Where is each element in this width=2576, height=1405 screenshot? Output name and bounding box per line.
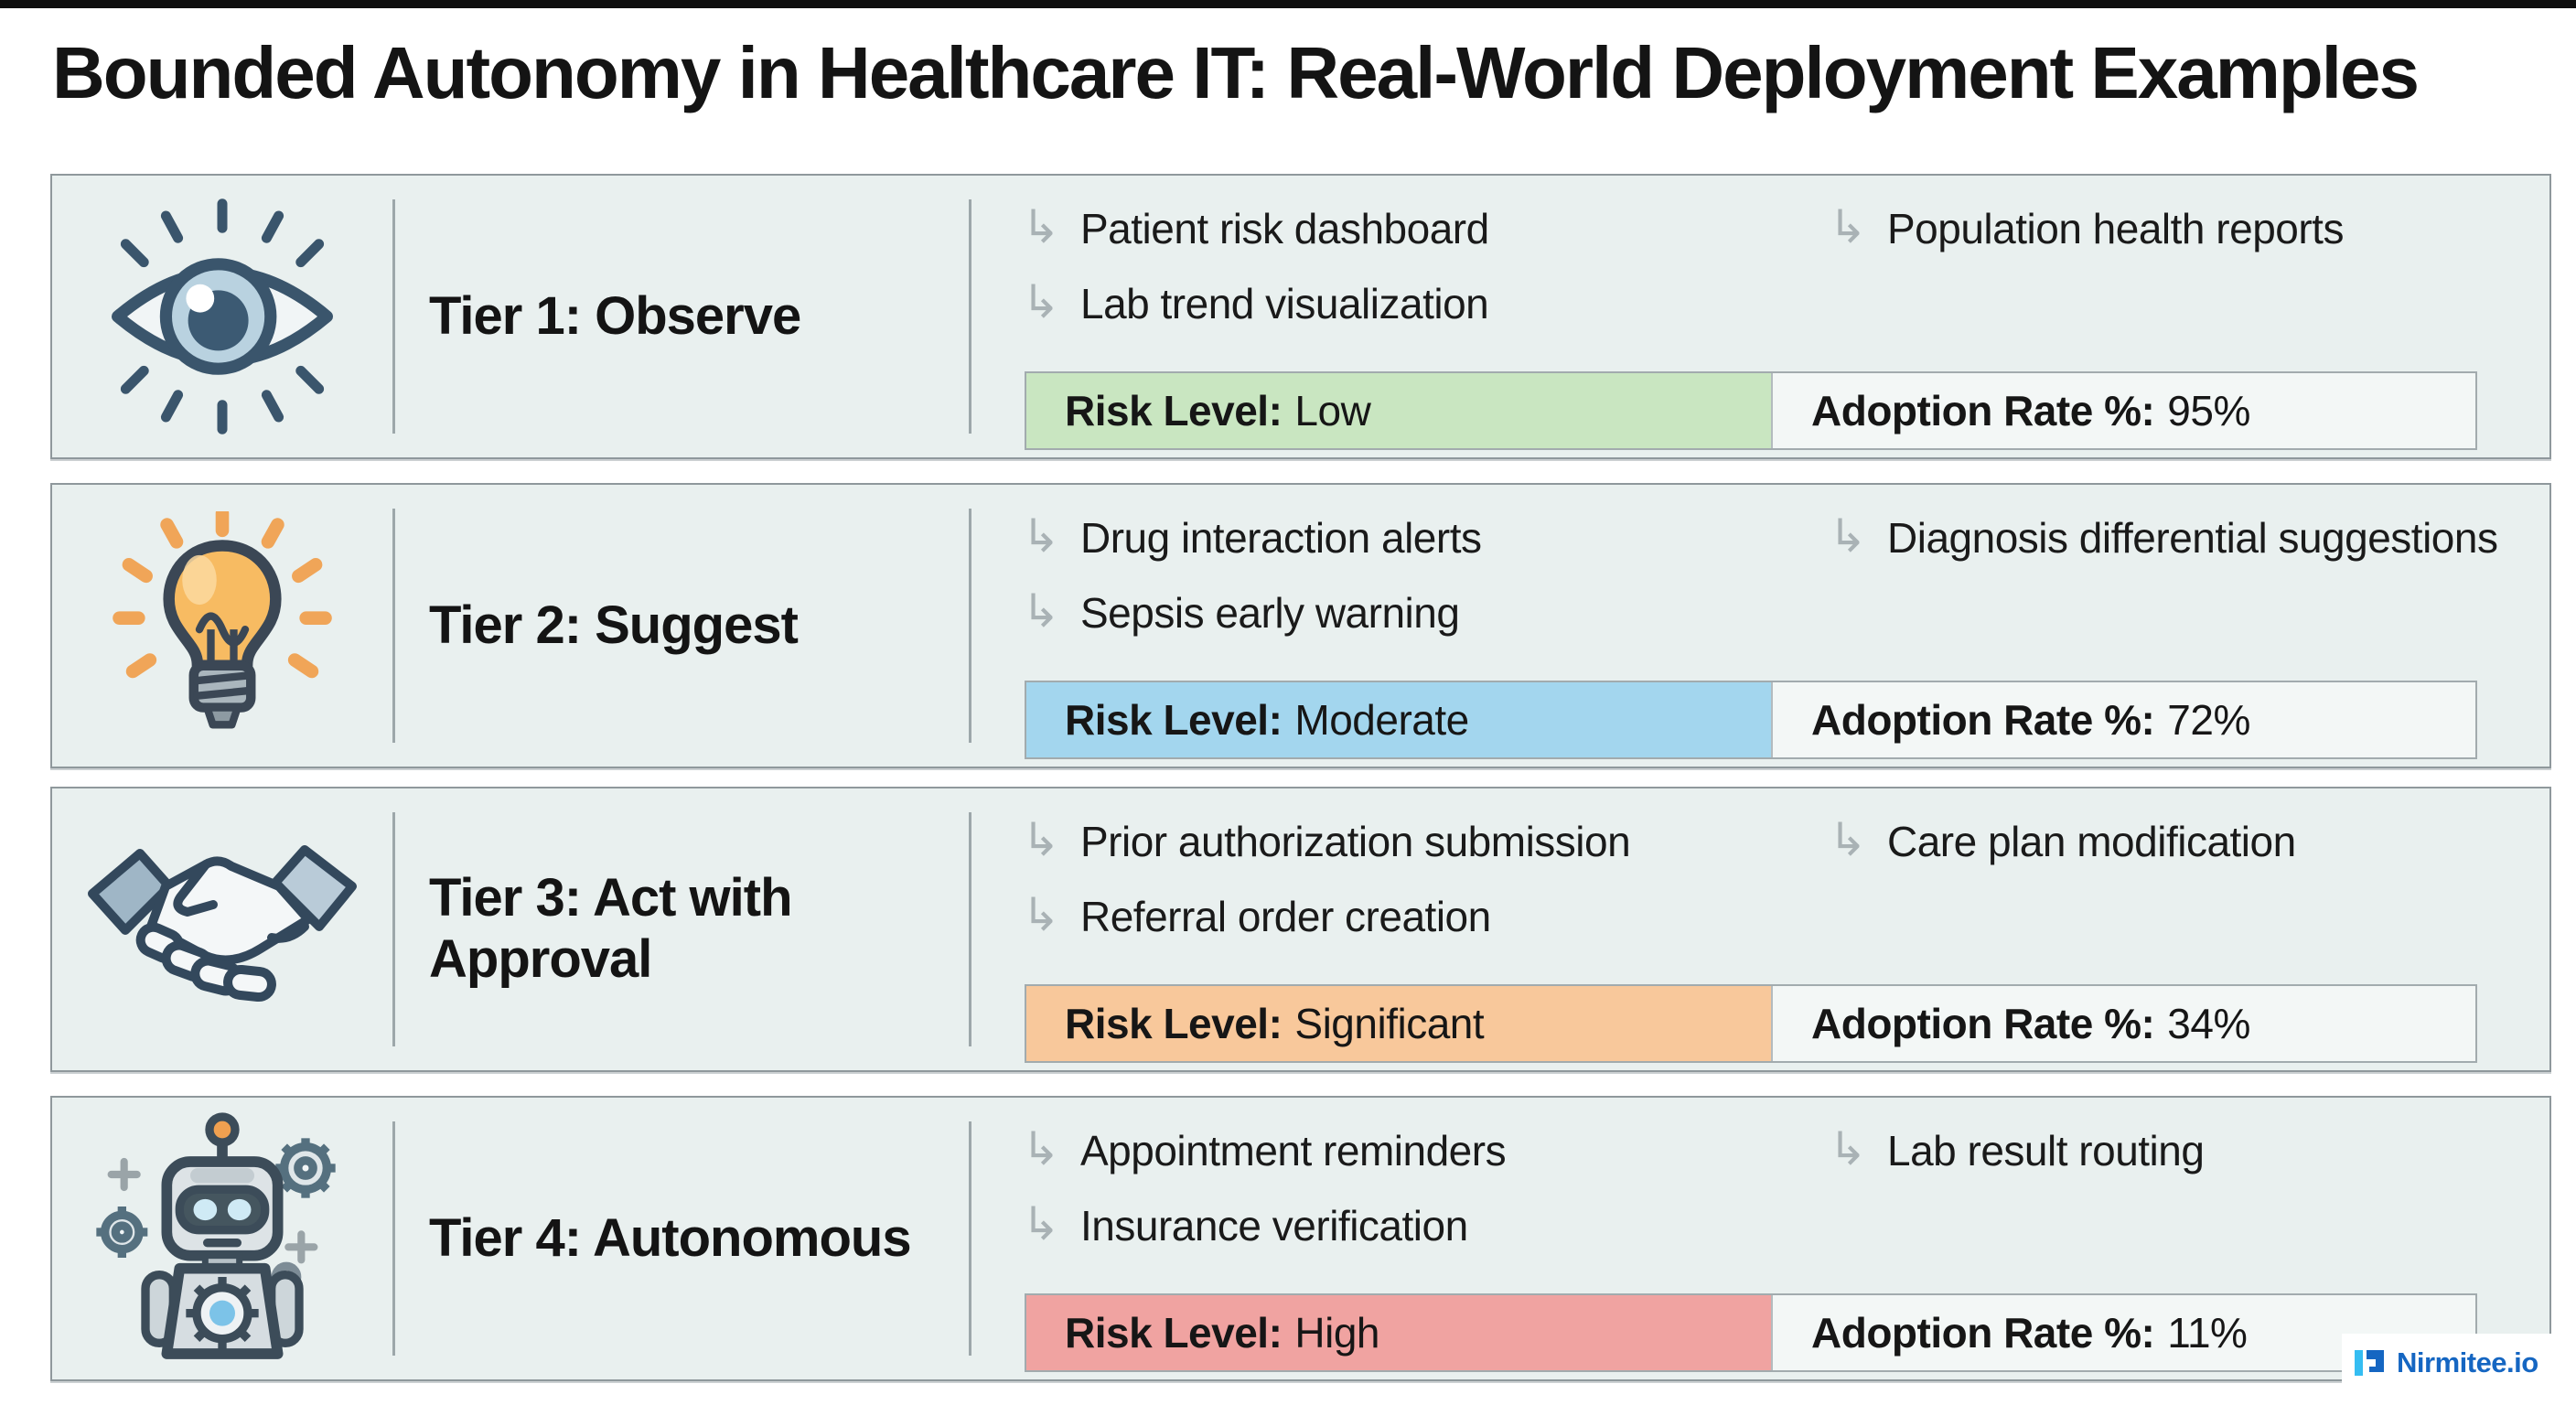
example-text: Referral order creation — [1080, 893, 1491, 941]
example-text: Care plan modification — [1887, 818, 2296, 865]
divider — [392, 509, 395, 743]
example-text: Lab result routing — [1887, 1127, 2205, 1174]
metrics-bar: Risk Level: High Adoption Rate %: 11% — [1025, 1293, 2477, 1372]
adoption-label: Adoption Rate %: — [1811, 1309, 2155, 1357]
top-border-bar — [0, 0, 2576, 8]
branch-arrow-icon: ↳ — [1022, 276, 1060, 328]
branch-arrow-icon: ↳ — [1022, 201, 1060, 252]
divider — [392, 812, 395, 1046]
risk-value: High — [1294, 1309, 1380, 1357]
eye-icon — [52, 176, 392, 457]
examples-list: ↳ Prior authorization submission ↳ Refer… — [1022, 816, 2526, 966]
risk-label: Risk Level: — [1065, 387, 1283, 434]
adoption-rate-cell: Adoption Rate %: 95% — [1771, 373, 2475, 448]
risk-value: Significant — [1294, 1000, 1485, 1047]
page-title: Bounded Autonomy in Healthcare IT: Real-… — [52, 32, 2420, 113]
list-item: ↳ Patient risk dashboard — [1022, 203, 1829, 254]
list-item: ↳ Lab trend visualization — [1022, 278, 1829, 329]
divider — [392, 1121, 395, 1356]
brand-logo: Nirmitee.io — [2342, 1334, 2576, 1392]
example-text: Patient risk dashboard — [1080, 205, 1489, 252]
list-item: ↳ Referral order creation — [1022, 891, 1829, 942]
tier-row-suggest: Tier 2: Suggest ↳ Drug interaction alert… — [50, 483, 2551, 768]
branch-arrow-icon: ↳ — [1022, 585, 1060, 638]
example-text: Population health reports — [1887, 205, 2344, 252]
tier-name: Tier 3: Act with Approval — [429, 868, 793, 989]
branch-arrow-icon: ↳ — [1022, 814, 1060, 865]
list-item: ↳ Diagnosis differential suggestions — [1829, 512, 2526, 563]
metrics-bar: Risk Level: Significant Adoption Rate %:… — [1025, 984, 2477, 1063]
tier-row-observe: Tier 1: Observe ↳ Patient risk dashboard… — [50, 174, 2551, 459]
risk-value: Moderate — [1294, 696, 1469, 744]
list-item: ↳ Prior authorization submission — [1022, 816, 1829, 867]
example-text: Prior authorization submission — [1080, 818, 1631, 865]
examples-list: ↳ Patient risk dashboard ↳ Lab trend vis… — [1022, 203, 2526, 353]
branch-arrow-icon: ↳ — [1022, 1198, 1060, 1250]
example-text: Diagnosis differential suggestions — [1887, 514, 2498, 562]
branch-arrow-icon: ↳ — [1829, 510, 1867, 562]
list-item: ↳ Sepsis early warning — [1022, 587, 1829, 638]
divider — [969, 509, 971, 743]
adoption-value: 11% — [2167, 1309, 2248, 1357]
brand-name: Nirmitee.io — [2397, 1346, 2538, 1378]
handshake-icon — [52, 788, 392, 1070]
adoption-label: Adoption Rate %: — [1811, 1000, 2155, 1047]
examples-list: ↳ Drug interaction alerts ↳ Sepsis early… — [1022, 512, 2526, 662]
risk-label: Risk Level: — [1065, 1309, 1283, 1357]
branch-arrow-icon: ↳ — [1829, 814, 1867, 865]
metrics-bar: Risk Level: Moderate Adoption Rate %: 72… — [1025, 681, 2477, 759]
list-item: ↳ Appointment reminders — [1022, 1125, 1829, 1176]
adoption-label: Adoption Rate %: — [1811, 387, 2155, 434]
divider — [392, 199, 395, 434]
list-item: ↳ Drug interaction alerts — [1022, 512, 1829, 563]
robot-icon — [52, 1098, 392, 1379]
example-text: Lab trend visualization — [1080, 280, 1489, 328]
examples-list: ↳ Appointment reminders ↳ Insurance veri… — [1022, 1125, 2526, 1275]
risk-label: Risk Level: — [1065, 696, 1283, 744]
tier-row-act-with-approval: Tier 3: Act with Approval ↳ Prior author… — [50, 787, 2551, 1072]
adoption-label: Adoption Rate %: — [1811, 696, 2155, 744]
list-item: ↳ Lab result routing — [1829, 1125, 2526, 1176]
example-text: Sepsis early warning — [1080, 589, 1460, 638]
risk-level-cell: Risk Level: Significant — [1026, 986, 1771, 1061]
tier-row-autonomous: Tier 4: Autonomous ↳ Appointment reminde… — [50, 1096, 2551, 1381]
adoption-value: 34% — [2167, 1000, 2250, 1047]
adoption-value: 95% — [2167, 387, 2250, 434]
branch-arrow-icon: ↳ — [1022, 510, 1060, 562]
branch-arrow-icon: ↳ — [1022, 889, 1060, 941]
list-item: ↳ Care plan modification — [1829, 816, 2526, 867]
risk-level-cell: Risk Level: High — [1026, 1295, 1771, 1370]
branch-arrow-icon: ↳ — [1829, 201, 1867, 252]
tier-name: Tier 4: Autonomous — [429, 1207, 912, 1268]
list-item: ↳ Population health reports — [1829, 203, 2526, 254]
risk-level-cell: Risk Level: Moderate — [1026, 682, 1771, 757]
tier-name: Tier 2: Suggest — [429, 595, 799, 655]
list-item: ↳ Insurance verification — [1022, 1200, 1829, 1251]
example-text: Appointment reminders — [1080, 1127, 1507, 1174]
example-text: Drug interaction alerts — [1080, 514, 1482, 562]
risk-value: Low — [1294, 387, 1371, 434]
adoption-rate-cell: Adoption Rate %: 34% — [1771, 986, 2475, 1061]
risk-label: Risk Level: — [1065, 1000, 1283, 1047]
adoption-rate-cell: Adoption Rate %: 72% — [1771, 682, 2475, 757]
risk-level-cell: Risk Level: Low — [1026, 373, 1771, 448]
divider — [969, 199, 971, 434]
lightbulb-icon — [52, 485, 392, 767]
nirmitee-logo-icon — [2355, 1350, 2384, 1376]
example-text: Insurance verification — [1080, 1202, 1468, 1250]
adoption-value: 72% — [2167, 696, 2250, 744]
branch-arrow-icon: ↳ — [1829, 1123, 1867, 1174]
metrics-bar: Risk Level: Low Adoption Rate %: 95% — [1025, 371, 2477, 450]
divider — [969, 812, 971, 1046]
branch-arrow-icon: ↳ — [1022, 1123, 1060, 1174]
tier-name: Tier 1: Observe — [429, 285, 801, 346]
divider — [969, 1121, 971, 1356]
